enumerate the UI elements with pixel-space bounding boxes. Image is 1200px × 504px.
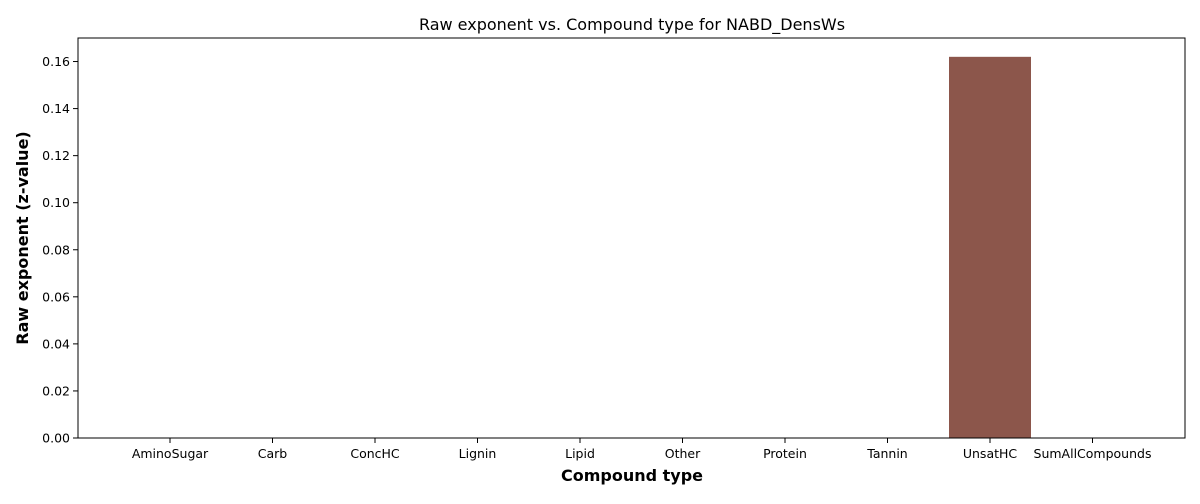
- x-tick-label: AminoSugar: [132, 446, 209, 461]
- y-tick-label: 0.06: [42, 289, 70, 304]
- bars-group: [949, 56, 1031, 439]
- x-tick-label: Tannin: [866, 446, 907, 461]
- y-tick-label: 0.08: [42, 242, 70, 257]
- chart-title: Raw exponent vs. Compound type for NABD_…: [419, 15, 845, 35]
- x-tick-label: Lignin: [459, 446, 497, 461]
- x-tick-label: Other: [665, 446, 701, 461]
- x-tick-label: UnsatHC: [963, 446, 1018, 461]
- y-axis-label: Raw exponent (z-value): [13, 131, 32, 344]
- y-tick-label: 0.10: [42, 195, 70, 210]
- x-tick-label: Protein: [763, 446, 807, 461]
- bar-unsathc: [949, 56, 1031, 439]
- y-tick-label: 0.16: [42, 54, 70, 69]
- y-tick-label: 0.12: [42, 148, 70, 163]
- x-tick-label: ConcHC: [350, 446, 400, 461]
- x-tick-label: SumAllCompounds: [1034, 446, 1152, 461]
- x-tick-label: Lipid: [565, 446, 595, 461]
- y-tick-label: 0.04: [42, 336, 70, 351]
- plot-frame: [77, 37, 1186, 439]
- x-axis-label: Compound type: [561, 466, 703, 485]
- y-axis: 0.00 0.02 0.04 0.06 0.08 0.10 0.12 0.14 0.16: [42, 54, 78, 446]
- x-tick-label: Carb: [258, 446, 288, 461]
- y-tick-label: 0.02: [42, 383, 70, 398]
- y-tick-label: 0.14: [42, 101, 70, 116]
- x-axis: AminoSugar Carb ConcHC Lignin Lipid Other Prot…: [132, 438, 1152, 461]
- y-tick-label: 0.00: [42, 431, 70, 446]
